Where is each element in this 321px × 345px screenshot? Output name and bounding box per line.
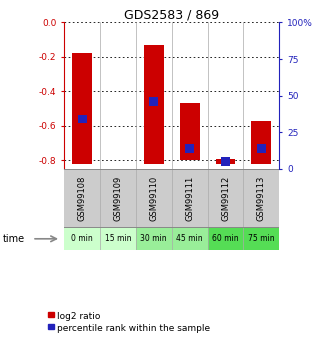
Bar [185,144,194,153]
Bar [243,227,279,250]
Bar [136,227,172,250]
Bar [180,104,200,160]
Text: 30 min: 30 min [141,234,167,243]
Bar [172,227,208,250]
Text: time: time [3,234,25,244]
Text: 15 min: 15 min [105,234,131,243]
Text: 75 min: 75 min [248,234,275,243]
Text: GSM99110: GSM99110 [149,176,158,221]
Text: GSM99112: GSM99112 [221,176,230,221]
Text: 45 min: 45 min [176,234,203,243]
Bar [78,115,87,124]
Bar [251,121,271,164]
Bar [72,53,92,164]
Text: 60 min: 60 min [212,234,239,243]
Bar [64,227,100,250]
Bar [149,97,158,106]
Bar [100,227,136,250]
Bar [144,45,164,164]
Bar [208,227,243,250]
Text: GSM99111: GSM99111 [185,176,194,221]
Title: GDS2583 / 869: GDS2583 / 869 [124,8,219,21]
Bar [257,144,266,153]
Text: 0 min: 0 min [71,234,93,243]
Bar [216,159,235,164]
Text: GSM99113: GSM99113 [257,176,266,221]
Bar [221,157,230,166]
Text: log2 ratio: log2 ratio [57,312,100,321]
Text: percentile rank within the sample: percentile rank within the sample [57,324,210,333]
Text: GSM99109: GSM99109 [113,176,123,221]
Text: GSM99108: GSM99108 [78,176,87,221]
